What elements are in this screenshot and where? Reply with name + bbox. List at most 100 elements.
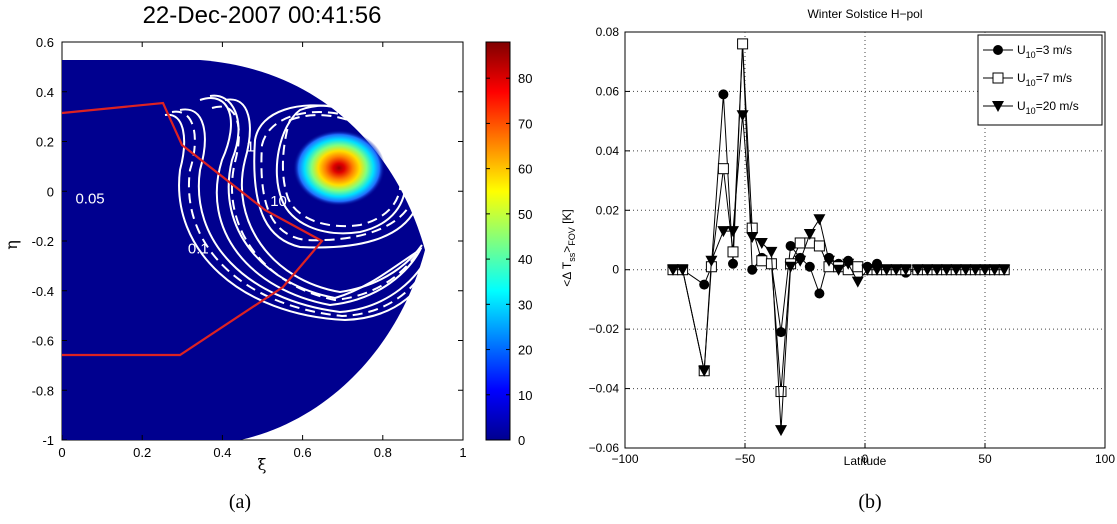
data-point <box>676 264 689 276</box>
data-point <box>785 240 796 251</box>
panel-b-x-ticks: −100 −50 0 50 100 <box>611 443 1115 466</box>
y-tick-label: 0.08 <box>596 25 620 39</box>
data-point <box>717 226 730 238</box>
data-point <box>775 386 787 398</box>
x-tick-label: 0 <box>862 452 869 466</box>
y-tick-label: 0.4 <box>36 85 54 100</box>
y-tick-label: 0.04 <box>596 144 620 158</box>
data-point <box>911 264 924 276</box>
x-tick-label: 0.2 <box>133 445 151 460</box>
data-point <box>813 240 825 252</box>
contour-lines-solid <box>164 94 431 322</box>
colorbar-tick-label: 60 <box>518 162 532 177</box>
data-point <box>776 327 786 338</box>
x-tick-label: 1 <box>459 445 466 460</box>
panel-b: Winter Solstice H−pol −100 −50 0 50 100 −0.0… <box>560 7 1115 513</box>
data-point <box>728 258 738 269</box>
data-point <box>755 237 768 249</box>
legend-label: U10=7 m/s <box>1017 71 1072 88</box>
legend-label: U10=20 m/s <box>1017 99 1079 116</box>
data-point <box>998 264 1011 276</box>
colorbar-tick-label: 40 <box>518 252 532 267</box>
legend-label: U10=3 m/s <box>1017 43 1072 60</box>
data-point <box>667 264 679 276</box>
contour-labels: 0.05 0.1 10 1 <box>75 138 286 257</box>
legend-marker <box>992 72 1004 84</box>
data-point <box>775 425 787 437</box>
data-point <box>842 258 855 270</box>
x-tick-label: 0 <box>58 445 65 460</box>
panel-b-title: Winter Solstice H−pol <box>807 7 922 21</box>
legend-entry: U10=20 m/s <box>983 99 1079 116</box>
contour-label: 1 <box>246 138 254 155</box>
data-point <box>699 279 710 290</box>
y-tick-label: 0 <box>47 184 54 199</box>
data-point <box>823 255 835 267</box>
data-point <box>861 264 874 276</box>
x-tick-label: 100 <box>1095 452 1115 466</box>
data-point <box>794 255 807 267</box>
y-tick-label: −0.02 <box>589 322 620 336</box>
panel-a-title: 22-Dec-2007 00:41:56 <box>143 2 382 29</box>
red-boundary-line <box>62 101 324 357</box>
colorbar-tick-label: 50 <box>518 207 532 222</box>
contour-label: 0.1 <box>188 240 209 257</box>
data-point <box>940 264 953 276</box>
y-tick-label: -0.6 <box>32 334 54 349</box>
data-point <box>784 261 797 273</box>
data-point <box>705 255 718 267</box>
data-point <box>880 264 893 276</box>
legend-marker <box>992 101 1004 112</box>
y-tick-label: 0.06 <box>596 84 620 98</box>
panel-a-x-label: ξ <box>258 455 267 474</box>
contour-lines-dashed <box>171 105 430 318</box>
data-point <box>794 237 806 249</box>
data-point <box>959 264 972 276</box>
legend-entry: U10=3 m/s <box>983 43 1072 60</box>
y-tick-label: 0.6 <box>36 35 54 50</box>
data-point <box>813 214 826 226</box>
data-point <box>746 232 759 244</box>
colorbar-tick-label: 10 <box>518 388 532 403</box>
colorbar-ticks: 0 10 20 30 40 50 60 70 80 <box>486 71 532 448</box>
series-3 <box>667 110 1011 437</box>
data-point <box>803 229 816 241</box>
x-tick-label: 50 <box>978 452 992 466</box>
data-point <box>747 264 758 275</box>
panel-b-y-label: <Δ Tss>FOV [K] <box>560 209 577 287</box>
x-tick-label: 0.4 <box>213 445 231 460</box>
y-tick-label: 0.02 <box>596 203 620 217</box>
data-point <box>851 276 864 288</box>
data-point <box>727 246 739 258</box>
data-point <box>871 264 883 276</box>
data-point <box>814 288 825 299</box>
y-tick-label: -0.8 <box>32 383 54 398</box>
colorbar-tick-label: 0 <box>518 433 525 448</box>
data-point <box>804 261 815 272</box>
colorbar-tick-label: 30 <box>518 297 532 312</box>
data-point <box>832 264 845 276</box>
y-tick-label: -1 <box>42 433 54 448</box>
data-point <box>890 264 903 276</box>
x-tick-label: −100 <box>611 452 638 466</box>
data-point <box>718 89 729 100</box>
colorbar-tick-label: 80 <box>518 71 532 86</box>
data-point <box>852 261 864 273</box>
panel-a-y-ticks: -1 -0.8 -0.6 -0.4 -0.2 0 0.2 0.4 0.6 <box>32 35 463 448</box>
data-point <box>756 255 768 267</box>
colorbar-tick-label: 70 <box>518 116 532 131</box>
x-tick-label: 0.8 <box>374 445 392 460</box>
panel-b-series <box>667 38 1011 437</box>
data-point <box>698 365 711 377</box>
y-tick-label: −0.04 <box>589 382 620 396</box>
data-point <box>737 38 749 50</box>
panel-b-label: (b) <box>858 491 881 513</box>
panel-a: 22-Dec-2007 00:41:56 <box>2 2 532 513</box>
y-tick-label: −0.06 <box>589 441 620 455</box>
data-point <box>969 264 982 276</box>
colorbar-tick-label: 20 <box>518 343 532 358</box>
data-point <box>899 264 912 276</box>
data-point <box>717 163 729 175</box>
data-point <box>736 110 749 122</box>
